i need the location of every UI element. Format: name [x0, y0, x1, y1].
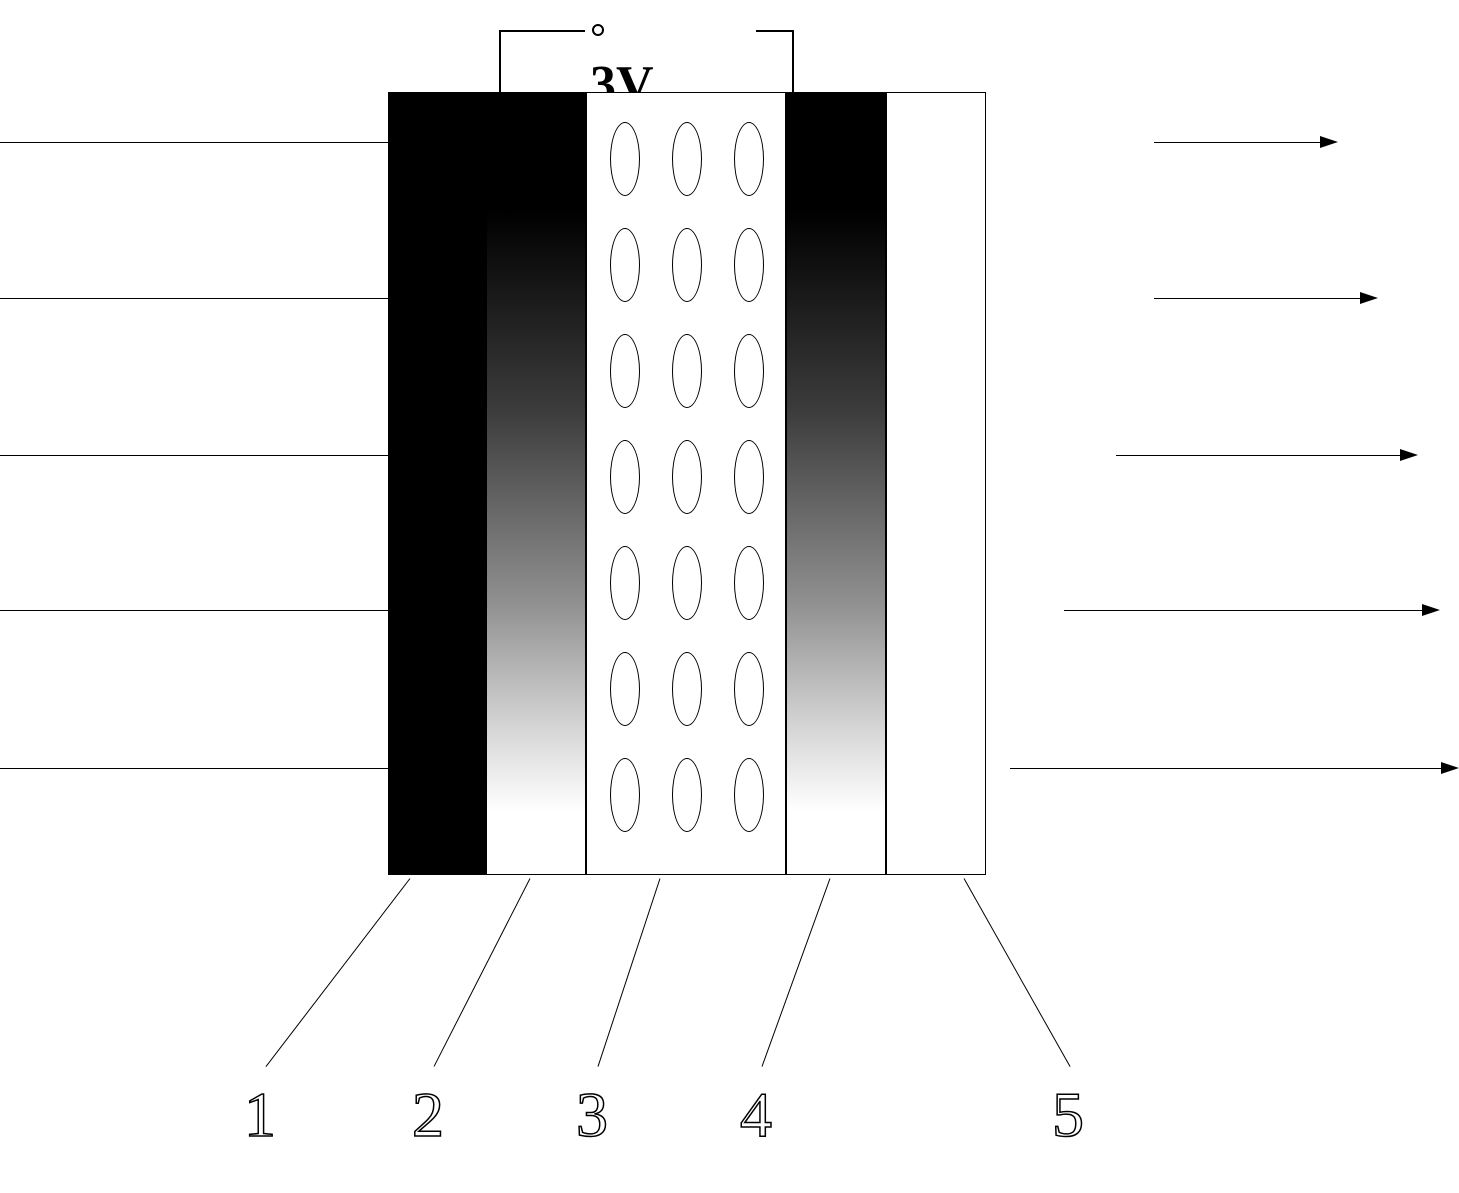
- callout-line: [598, 878, 661, 1066]
- incident-ray: [0, 142, 388, 143]
- lc-molecule: [610, 334, 640, 408]
- lc-molecule: [610, 440, 640, 514]
- wire-left-vert: [499, 30, 501, 94]
- lc-molecule: [672, 758, 702, 832]
- transmitted-ray: [1154, 142, 1320, 143]
- lc-molecule: [672, 652, 702, 726]
- lc-molecule: [672, 228, 702, 302]
- lc-molecule: [734, 334, 764, 408]
- lc-molecule: [610, 758, 640, 832]
- arrow-head-icon: [1320, 136, 1338, 148]
- callout-line: [434, 878, 531, 1066]
- wire-right-horz: [756, 30, 794, 32]
- polarizer-left: [388, 92, 486, 875]
- arrow-head-icon: [1360, 292, 1378, 304]
- lc-molecule: [610, 228, 640, 302]
- lc-molecule: [734, 122, 764, 196]
- lc-molecule: [734, 440, 764, 514]
- polarizer-right: [886, 92, 986, 875]
- lc-molecule: [672, 334, 702, 408]
- arrow-head-icon: [1422, 604, 1440, 616]
- lc-molecule: [734, 228, 764, 302]
- incident-ray: [0, 298, 388, 299]
- arrow-head-icon: [1400, 449, 1418, 461]
- electrode-right: [786, 92, 886, 875]
- lc-molecule: [672, 122, 702, 196]
- lc-molecule: [672, 546, 702, 620]
- lc-molecule: [672, 440, 702, 514]
- callout-line: [762, 878, 831, 1066]
- transmitted-ray: [1064, 610, 1422, 611]
- terminal-dot-left: [592, 24, 604, 36]
- lc-molecule: [610, 122, 640, 196]
- lc-molecule: [734, 758, 764, 832]
- callout-number: 2: [412, 1078, 444, 1152]
- transmitted-ray: [1116, 455, 1400, 456]
- electrode-left: [486, 92, 586, 875]
- transmitted-ray: [1010, 768, 1441, 769]
- wire-right-vert: [792, 30, 794, 94]
- lc-molecule: [610, 546, 640, 620]
- lc-molecule: [734, 546, 764, 620]
- callout-line: [964, 878, 1071, 1066]
- incident-ray: [0, 768, 388, 769]
- callout-number: 1: [244, 1078, 276, 1152]
- incident-ray: [0, 455, 388, 456]
- callout-number: 3: [576, 1078, 608, 1152]
- wire-left-horz: [499, 30, 585, 32]
- lc-molecule: [734, 652, 764, 726]
- callout-number: 5: [1052, 1078, 1084, 1152]
- incident-ray: [0, 610, 388, 611]
- lc-molecule: [610, 652, 640, 726]
- transmitted-ray: [1154, 298, 1360, 299]
- arrow-head-icon: [1441, 762, 1459, 774]
- callout-line: [266, 878, 411, 1067]
- callout-number: 4: [740, 1078, 772, 1152]
